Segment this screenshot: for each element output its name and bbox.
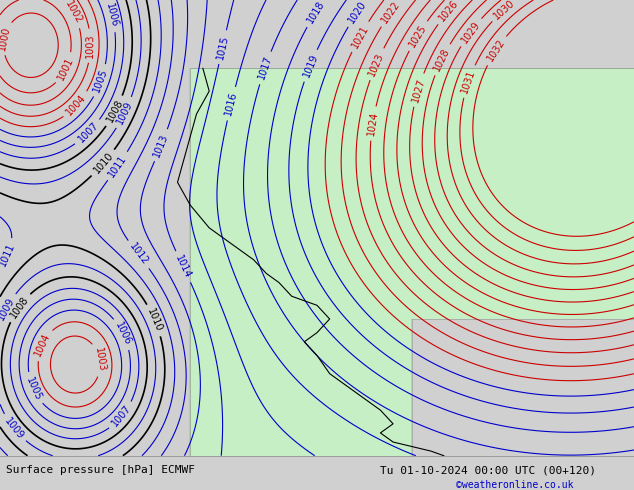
Text: 1003: 1003: [93, 347, 107, 372]
Text: 1008: 1008: [8, 294, 30, 320]
Text: 1027: 1027: [410, 76, 427, 103]
Text: 1004: 1004: [65, 93, 88, 118]
Text: Tu 01-10-2024 00:00 UTC (00+120): Tu 01-10-2024 00:00 UTC (00+120): [380, 466, 597, 475]
Text: 1000: 1000: [0, 25, 11, 51]
Text: 1010: 1010: [145, 307, 164, 333]
Text: 1021: 1021: [349, 24, 370, 50]
Text: 1023: 1023: [367, 51, 386, 77]
Text: 1025: 1025: [407, 23, 429, 49]
Text: 1009: 1009: [115, 99, 134, 126]
Text: ©weatheronline.co.uk: ©weatheronline.co.uk: [456, 480, 574, 490]
Text: 1024: 1024: [366, 111, 380, 136]
Text: 1011: 1011: [0, 241, 16, 268]
Text: 1032: 1032: [485, 37, 507, 63]
Text: 1006: 1006: [113, 320, 133, 347]
Text: 1029: 1029: [459, 19, 482, 45]
Text: 1028: 1028: [432, 46, 452, 73]
Text: 1002: 1002: [63, 0, 84, 25]
Text: 1020: 1020: [346, 0, 368, 25]
Text: 1013: 1013: [152, 132, 171, 158]
Text: 1011: 1011: [107, 153, 129, 179]
Text: 1030: 1030: [492, 0, 517, 21]
Text: 1007: 1007: [76, 121, 100, 145]
Text: 1010: 1010: [92, 150, 115, 175]
Text: 1009: 1009: [3, 416, 25, 441]
Text: 1016: 1016: [224, 91, 239, 117]
Text: 1009: 1009: [0, 295, 16, 321]
Text: 1008: 1008: [105, 98, 126, 124]
Text: 1026: 1026: [437, 0, 460, 24]
Text: Surface pressure [hPa] ECMWF: Surface pressure [hPa] ECMWF: [6, 466, 195, 475]
Text: 1018: 1018: [305, 0, 327, 25]
Text: 1022: 1022: [380, 0, 402, 25]
Text: 1031: 1031: [460, 68, 477, 95]
Text: 1006: 1006: [105, 2, 120, 28]
Text: 1004: 1004: [33, 331, 52, 358]
Text: 1003: 1003: [86, 33, 96, 58]
Text: 1005: 1005: [92, 68, 110, 94]
Text: 1015: 1015: [215, 34, 230, 60]
Text: 1014: 1014: [174, 253, 193, 280]
Text: 1019: 1019: [301, 52, 320, 79]
Text: 1007: 1007: [110, 403, 134, 429]
Text: 1001: 1001: [56, 55, 75, 82]
Text: 1017: 1017: [256, 54, 274, 81]
Text: 1012: 1012: [127, 242, 150, 268]
Text: 1005: 1005: [24, 375, 43, 402]
